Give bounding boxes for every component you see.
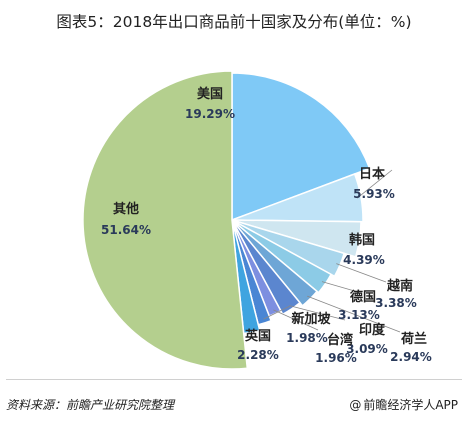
slice-label-value-7: 3.09% — [346, 342, 388, 356]
slice-label-name-10: 英国 — [244, 328, 271, 344]
slice-label-name-7: 印度 — [359, 322, 386, 338]
slice-label-value-9: 1.98% — [286, 331, 328, 345]
slice-label-value-2: 5.93% — [353, 187, 395, 201]
leader-line-6 — [307, 295, 401, 333]
slice-label-name-6: 荷兰 — [400, 331, 427, 347]
brand-credit: @ 前瞻经济学人APP — [349, 396, 458, 413]
slice-label-name-3: 韩国 — [349, 232, 375, 248]
pie-slice-11 — [82, 70, 249, 370]
slice-label-value-4: 3.38% — [375, 296, 417, 310]
pie-slice-6 — [231, 219, 319, 307]
source-note: 资料来源：前瞻产业研究院整理 — [6, 398, 175, 412]
pie-slice-2 — [231, 173, 364, 223]
slice-label-value-6: 2.94% — [390, 350, 432, 364]
slice-label-name-1: 美国 — [197, 86, 223, 102]
leader-line-9 — [263, 305, 291, 320]
leader-line-2 — [356, 169, 393, 199]
chart-title: 图表5：2018年出口商品前十国家及分布(单位：%) — [56, 13, 412, 31]
slice-label-name-9: 新加坡 — [291, 311, 331, 327]
leader-line-8 — [273, 309, 319, 331]
slice-label-name-5: 德国 — [350, 289, 376, 305]
brand-name: 前瞻经济学人APP — [363, 398, 458, 412]
slice-label-value-5: 3.13% — [338, 308, 380, 322]
slice-label-value-11: 51.64% — [101, 223, 151, 237]
slice-label-name-2: 日本 — [359, 166, 385, 182]
leader-line-4 — [336, 263, 387, 283]
leader-line-7 — [289, 305, 346, 321]
slice-label-name-4: 越南 — [386, 278, 413, 294]
leader-line-5 — [321, 281, 359, 293]
slice-label-value-8: 1.96% — [315, 351, 357, 365]
at-icon: @ — [349, 398, 362, 412]
pie-chart: 美国 19.29% 日本 5.93% 韩国 4.39%越南 3.38%德国 3.13% 荷兰 2.… — [82, 70, 432, 370]
slice-label-value-1: 19.29% — [185, 107, 235, 121]
slice-label-value-10: 2.28% — [237, 348, 279, 362]
pie-slice-5 — [231, 219, 333, 294]
footer-divider — [6, 379, 462, 380]
slice-label-value-3: 4.39% — [343, 253, 385, 267]
slice-label-name-11: 其他 — [113, 201, 139, 217]
pie-slice-1 — [231, 72, 371, 222]
slice-label-name-8: 台湾 — [327, 332, 353, 348]
